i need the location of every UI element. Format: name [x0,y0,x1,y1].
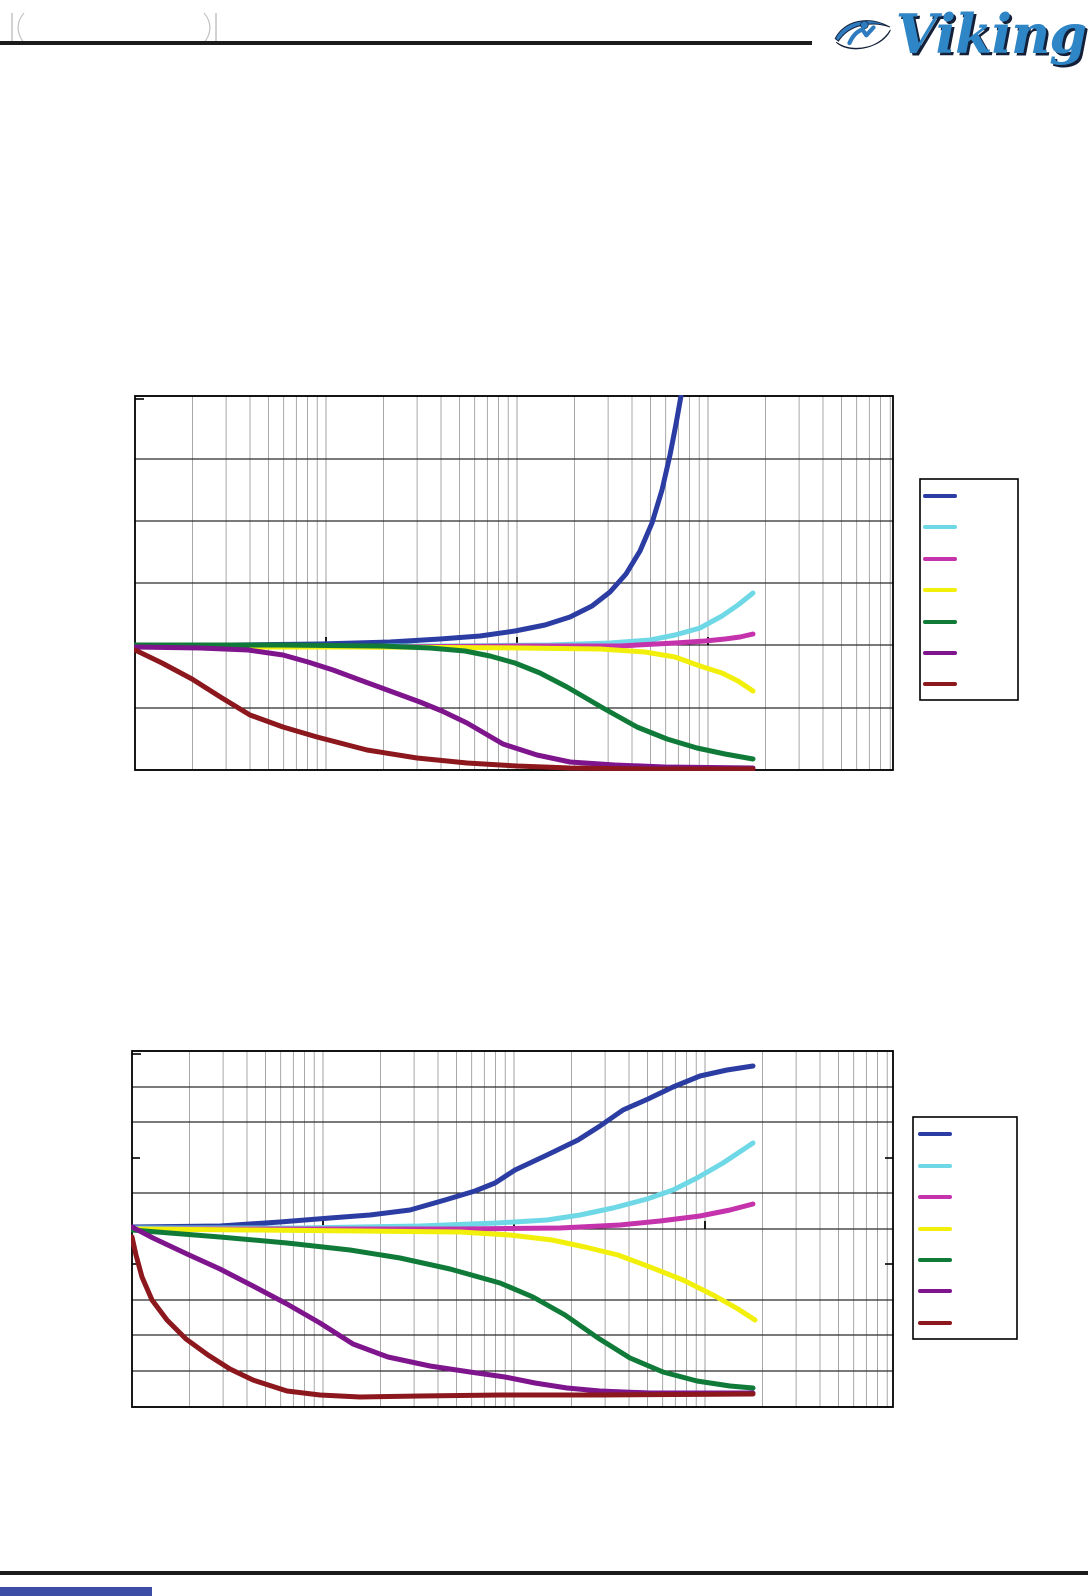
series-green [131,1227,756,1391]
series-yellow [134,644,756,694]
series-blue [131,1063,756,1230]
series-darkred [131,1234,756,1400]
series-cyan [131,1140,756,1231]
header-rule [0,41,812,45]
series-blue [134,395,684,648]
plot-border [134,395,894,771]
page-header: Viking [0,0,1088,70]
footer-accent-bar [0,1587,152,1596]
chart-1-legend [919,478,1019,701]
series-group [131,1063,758,1400]
brand-text: Viking [895,2,1087,66]
eye-icon [834,20,891,50]
series-purple [134,644,756,771]
chart-2 [131,1050,1018,1408]
series-yellow [131,1226,758,1323]
chart-2-legend [912,1116,1018,1340]
series-purple [131,1224,756,1396]
series-green [134,642,756,762]
series-darkred [134,647,756,771]
chart-1 [134,395,1019,771]
legend-box [912,1116,1018,1340]
series-group [134,395,756,771]
viking-logo: Viking [830,2,1087,66]
footer-rule [0,1571,1088,1575]
